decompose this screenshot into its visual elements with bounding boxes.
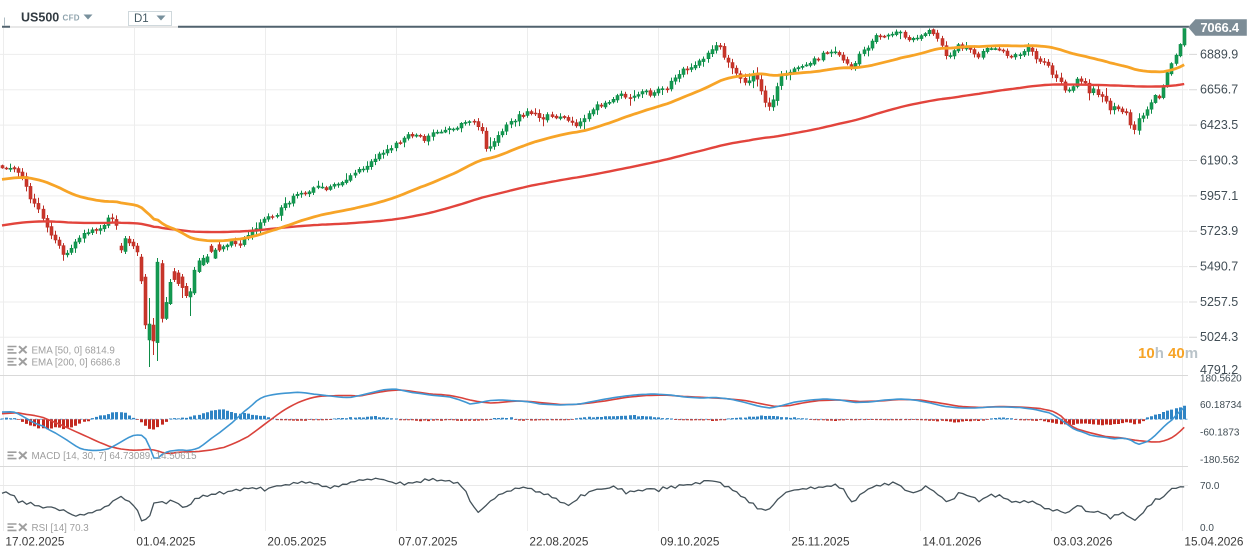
svg-text:07.07.2025: 07.07.2025 — [398, 535, 457, 549]
svg-text:03.03.2026: 03.03.2026 — [1053, 535, 1112, 549]
svg-text:EMA [200, 0] 6686.8: EMA [200, 0] 6686.8 — [32, 357, 121, 368]
svg-text:60.18734: 60.18734 — [1200, 400, 1242, 411]
svg-text:5257.5: 5257.5 — [1200, 295, 1238, 309]
svg-text:6190.3: 6190.3 — [1200, 153, 1238, 167]
svg-text:09.10.2025: 09.10.2025 — [660, 535, 719, 549]
svg-text:20.05.2025: 20.05.2025 — [267, 535, 326, 549]
svg-text:US500: US500 — [21, 11, 59, 25]
svg-text:CFD: CFD — [63, 14, 80, 23]
svg-text:RSI [14] 70.3: RSI [14] 70.3 — [32, 523, 90, 534]
svg-text:180.5620: 180.5620 — [1200, 373, 1242, 384]
svg-text:10h 40m: 10h 40m — [1138, 345, 1198, 362]
svg-text:14.01.2026: 14.01.2026 — [922, 535, 981, 549]
svg-text:6889.9: 6889.9 — [1200, 47, 1238, 61]
svg-text:01.04.2025: 01.04.2025 — [136, 535, 195, 549]
svg-text:D1: D1 — [134, 13, 149, 25]
svg-text:5490.7: 5490.7 — [1200, 260, 1238, 274]
svg-text:EMA [50, 0] 6814.9: EMA [50, 0] 6814.9 — [32, 345, 115, 356]
svg-text:15.04.2026: 15.04.2026 — [1184, 535, 1243, 549]
svg-text:22.08.2025: 22.08.2025 — [529, 535, 588, 549]
svg-text:6656.7: 6656.7 — [1200, 83, 1238, 97]
svg-text:6423.5: 6423.5 — [1200, 118, 1238, 132]
svg-text:5957.1: 5957.1 — [1200, 189, 1238, 203]
svg-text:7066.4: 7066.4 — [1200, 20, 1240, 35]
svg-text:-60.1873: -60.1873 — [1200, 428, 1240, 439]
svg-text:4791.2: 4791.2 — [1200, 363, 1238, 377]
svg-text:5024.3: 5024.3 — [1200, 330, 1238, 344]
svg-text:0.0: 0.0 — [1200, 523, 1214, 534]
svg-text:5723.9: 5723.9 — [1200, 224, 1238, 238]
svg-text:70.0: 70.0 — [1200, 481, 1220, 492]
svg-text:25.11.2025: 25.11.2025 — [791, 535, 850, 549]
svg-text:17.02.2025: 17.02.2025 — [5, 535, 64, 549]
svg-text:-180.562: -180.562 — [1200, 455, 1240, 466]
svg-text:MACD [14, 30, 7] 64.73089, 14.: MACD [14, 30, 7] 64.73089, 14.50615 — [32, 451, 198, 462]
